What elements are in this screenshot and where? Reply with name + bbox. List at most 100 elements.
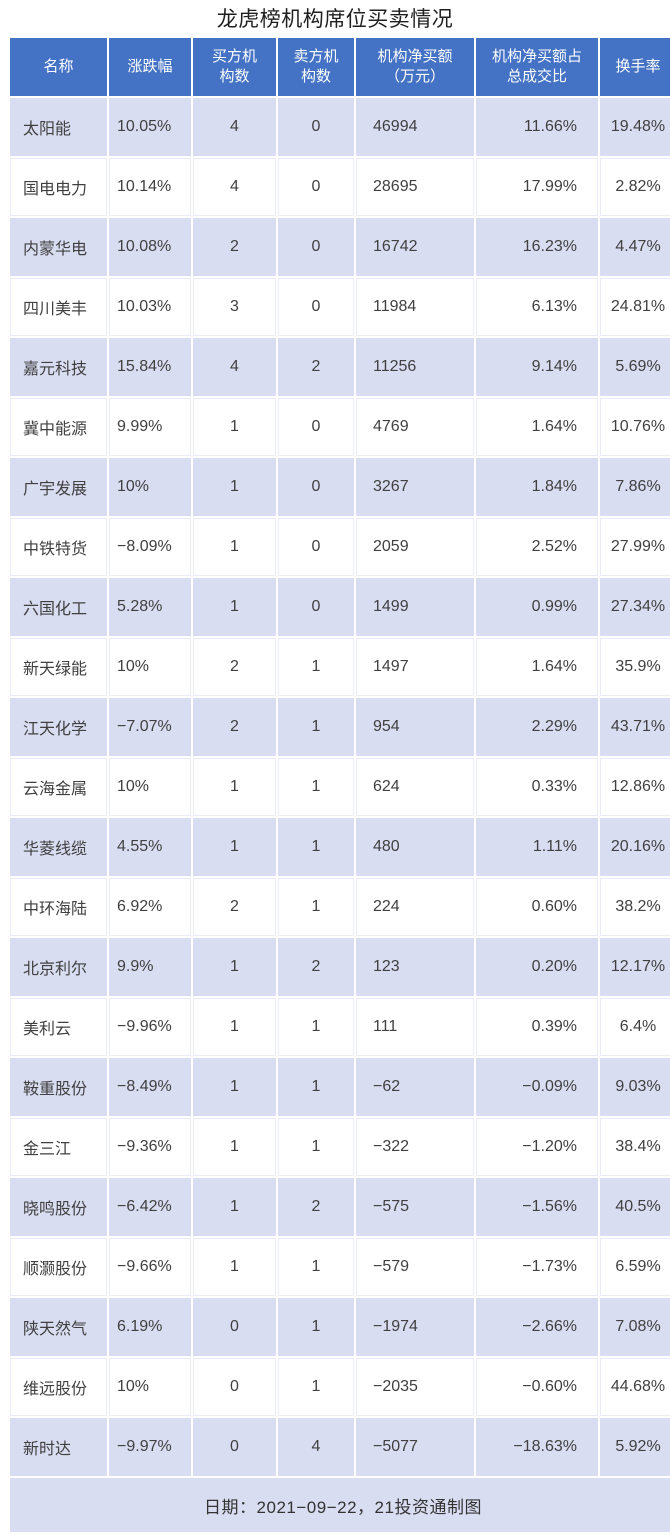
cell-sell-count: 0 bbox=[278, 398, 354, 456]
cell-change: 10.05% bbox=[109, 98, 191, 156]
cell-net-buy: −575 bbox=[356, 1178, 474, 1236]
cell-sell-count: 1 bbox=[278, 1118, 354, 1176]
cell-change: −6.42% bbox=[109, 1178, 191, 1236]
cell-buy-count: 4 bbox=[193, 338, 276, 396]
cell-buy-count: 1 bbox=[193, 398, 276, 456]
cell-name: 晓鸣股份 bbox=[10, 1178, 107, 1236]
cell-sell-count: 4 bbox=[278, 1418, 354, 1476]
cell-name: 金三江 bbox=[10, 1118, 107, 1176]
cell-net-buy: −322 bbox=[356, 1118, 474, 1176]
table-row: 冀中能源 9.99% 1 0 4769 1.64% 10.76% bbox=[10, 398, 670, 456]
cell-net-buy: 224 bbox=[356, 878, 474, 936]
cell-change: −7.07% bbox=[109, 698, 191, 756]
cell-net-buy: 1499 bbox=[356, 578, 474, 636]
page-title: 龙虎榜机构席位买卖情况 bbox=[216, 8, 454, 31]
cell-change: −8.49% bbox=[109, 1058, 191, 1116]
cell-net-ratio: 6.13% bbox=[476, 278, 598, 336]
cell-net-buy: 954 bbox=[356, 698, 474, 756]
cell-name: 六国化工 bbox=[10, 578, 107, 636]
cell-change: 6.92% bbox=[109, 878, 191, 936]
cell-sell-count: 0 bbox=[278, 98, 354, 156]
cell-net-buy: −2035 bbox=[356, 1358, 474, 1416]
column-header-net-buy: 机构净买额 （万元） bbox=[356, 38, 474, 96]
cell-sell-count: 1 bbox=[278, 1298, 354, 1356]
cell-sell-count: 1 bbox=[278, 1358, 354, 1416]
cell-change: −8.09% bbox=[109, 518, 191, 576]
cell-turnover: 10.76% bbox=[600, 398, 670, 456]
cell-buy-count: 0 bbox=[193, 1418, 276, 1476]
cell-sell-count: 1 bbox=[278, 878, 354, 936]
table-head: 名称 涨跌幅 买方机 构数 卖方机 构数 机构净买额 （万元） 机构净买额占 总成交比 换手… bbox=[10, 38, 670, 96]
cell-buy-count: 2 bbox=[193, 218, 276, 276]
table-row: 广宇发展 10% 1 0 3267 1.84% 7.86% bbox=[10, 458, 670, 516]
table-row: 中铁特货 −8.09% 1 0 2059 2.52% 27.99% bbox=[10, 518, 670, 576]
cell-net-ratio: −1.56% bbox=[476, 1178, 598, 1236]
cell-change: 10% bbox=[109, 758, 191, 816]
cell-net-buy: −1974 bbox=[356, 1298, 474, 1356]
cell-buy-count: 4 bbox=[193, 158, 276, 216]
cell-turnover: 24.81% bbox=[600, 278, 670, 336]
cell-change: −9.97% bbox=[109, 1418, 191, 1476]
cell-change: 10% bbox=[109, 1358, 191, 1416]
cell-net-ratio: 0.20% bbox=[476, 938, 598, 996]
cell-change: 10% bbox=[109, 638, 191, 696]
institution-trading-table: 名称 涨跌幅 买方机 构数 卖方机 构数 机构净买额 （万元） 机构净买额占 总成交比 换手… bbox=[8, 36, 670, 1534]
cell-buy-count: 1 bbox=[193, 578, 276, 636]
cell-net-buy: −62 bbox=[356, 1058, 474, 1116]
table-row: 新天绿能 10% 2 1 1497 1.64% 35.9% bbox=[10, 638, 670, 696]
cell-change: −9.36% bbox=[109, 1118, 191, 1176]
cell-change: 10.03% bbox=[109, 278, 191, 336]
cell-turnover: 12.17% bbox=[600, 938, 670, 996]
cell-sell-count: 0 bbox=[278, 158, 354, 216]
cell-net-buy: −579 bbox=[356, 1238, 474, 1296]
cell-net-buy: 111 bbox=[356, 998, 474, 1056]
cell-turnover: 5.69% bbox=[600, 338, 670, 396]
cell-name: 新天绿能 bbox=[10, 638, 107, 696]
cell-change: −9.66% bbox=[109, 1238, 191, 1296]
column-header-buy-count: 买方机 构数 bbox=[193, 38, 276, 96]
cell-buy-count: 0 bbox=[193, 1298, 276, 1356]
cell-sell-count: 2 bbox=[278, 938, 354, 996]
cell-turnover: 38.2% bbox=[600, 878, 670, 936]
cell-sell-count: 0 bbox=[278, 518, 354, 576]
table-foot: 日期：2021−09−22，21投资通制图 bbox=[10, 1478, 670, 1532]
cell-net-buy: 2059 bbox=[356, 518, 474, 576]
cell-net-buy: 1497 bbox=[356, 638, 474, 696]
cell-net-ratio: 0.39% bbox=[476, 998, 598, 1056]
cell-name: 冀中能源 bbox=[10, 398, 107, 456]
cell-change: 10% bbox=[109, 458, 191, 516]
cell-turnover: 6.59% bbox=[600, 1238, 670, 1296]
cell-net-buy: 123 bbox=[356, 938, 474, 996]
cell-net-buy: 11984 bbox=[356, 278, 474, 336]
table-row: 中环海陆 6.92% 2 1 224 0.60% 38.2% bbox=[10, 878, 670, 936]
cell-turnover: 12.86% bbox=[600, 758, 670, 816]
cell-name: 太阳能 bbox=[10, 98, 107, 156]
cell-net-ratio: 2.52% bbox=[476, 518, 598, 576]
cell-name: 内蒙华电 bbox=[10, 218, 107, 276]
cell-buy-count: 1 bbox=[193, 998, 276, 1056]
cell-turnover: 2.82% bbox=[600, 158, 670, 216]
cell-sell-count: 0 bbox=[278, 218, 354, 276]
cell-buy-count: 1 bbox=[193, 938, 276, 996]
cell-net-buy: −5077 bbox=[356, 1418, 474, 1476]
table-row: 陕天然气 6.19% 0 1 −1974 −2.66% 7.08% bbox=[10, 1298, 670, 1356]
cell-turnover: 40.5% bbox=[600, 1178, 670, 1236]
header-row: 名称 涨跌幅 买方机 构数 卖方机 构数 机构净买额 （万元） 机构净买额占 总成交比 换手… bbox=[10, 38, 670, 96]
cell-buy-count: 3 bbox=[193, 278, 276, 336]
cell-net-ratio: 1.64% bbox=[476, 398, 598, 456]
cell-net-ratio: 0.60% bbox=[476, 878, 598, 936]
cell-net-ratio: −1.20% bbox=[476, 1118, 598, 1176]
table-row: 新时达 −9.97% 0 4 −5077 −18.63% 5.92% bbox=[10, 1418, 670, 1476]
cell-net-ratio: −1.73% bbox=[476, 1238, 598, 1296]
cell-turnover: 27.34% bbox=[600, 578, 670, 636]
cell-net-ratio: −0.60% bbox=[476, 1358, 598, 1416]
cell-turnover: 27.99% bbox=[600, 518, 670, 576]
cell-change: 9.99% bbox=[109, 398, 191, 456]
cell-sell-count: 0 bbox=[278, 458, 354, 516]
cell-buy-count: 1 bbox=[193, 818, 276, 876]
cell-change: 6.19% bbox=[109, 1298, 191, 1356]
table-row: 云海金属 10% 1 1 624 0.33% 12.86% bbox=[10, 758, 670, 816]
column-header-sell-count: 卖方机 构数 bbox=[278, 38, 354, 96]
cell-turnover: 6.4% bbox=[600, 998, 670, 1056]
cell-net-ratio: −18.63% bbox=[476, 1418, 598, 1476]
